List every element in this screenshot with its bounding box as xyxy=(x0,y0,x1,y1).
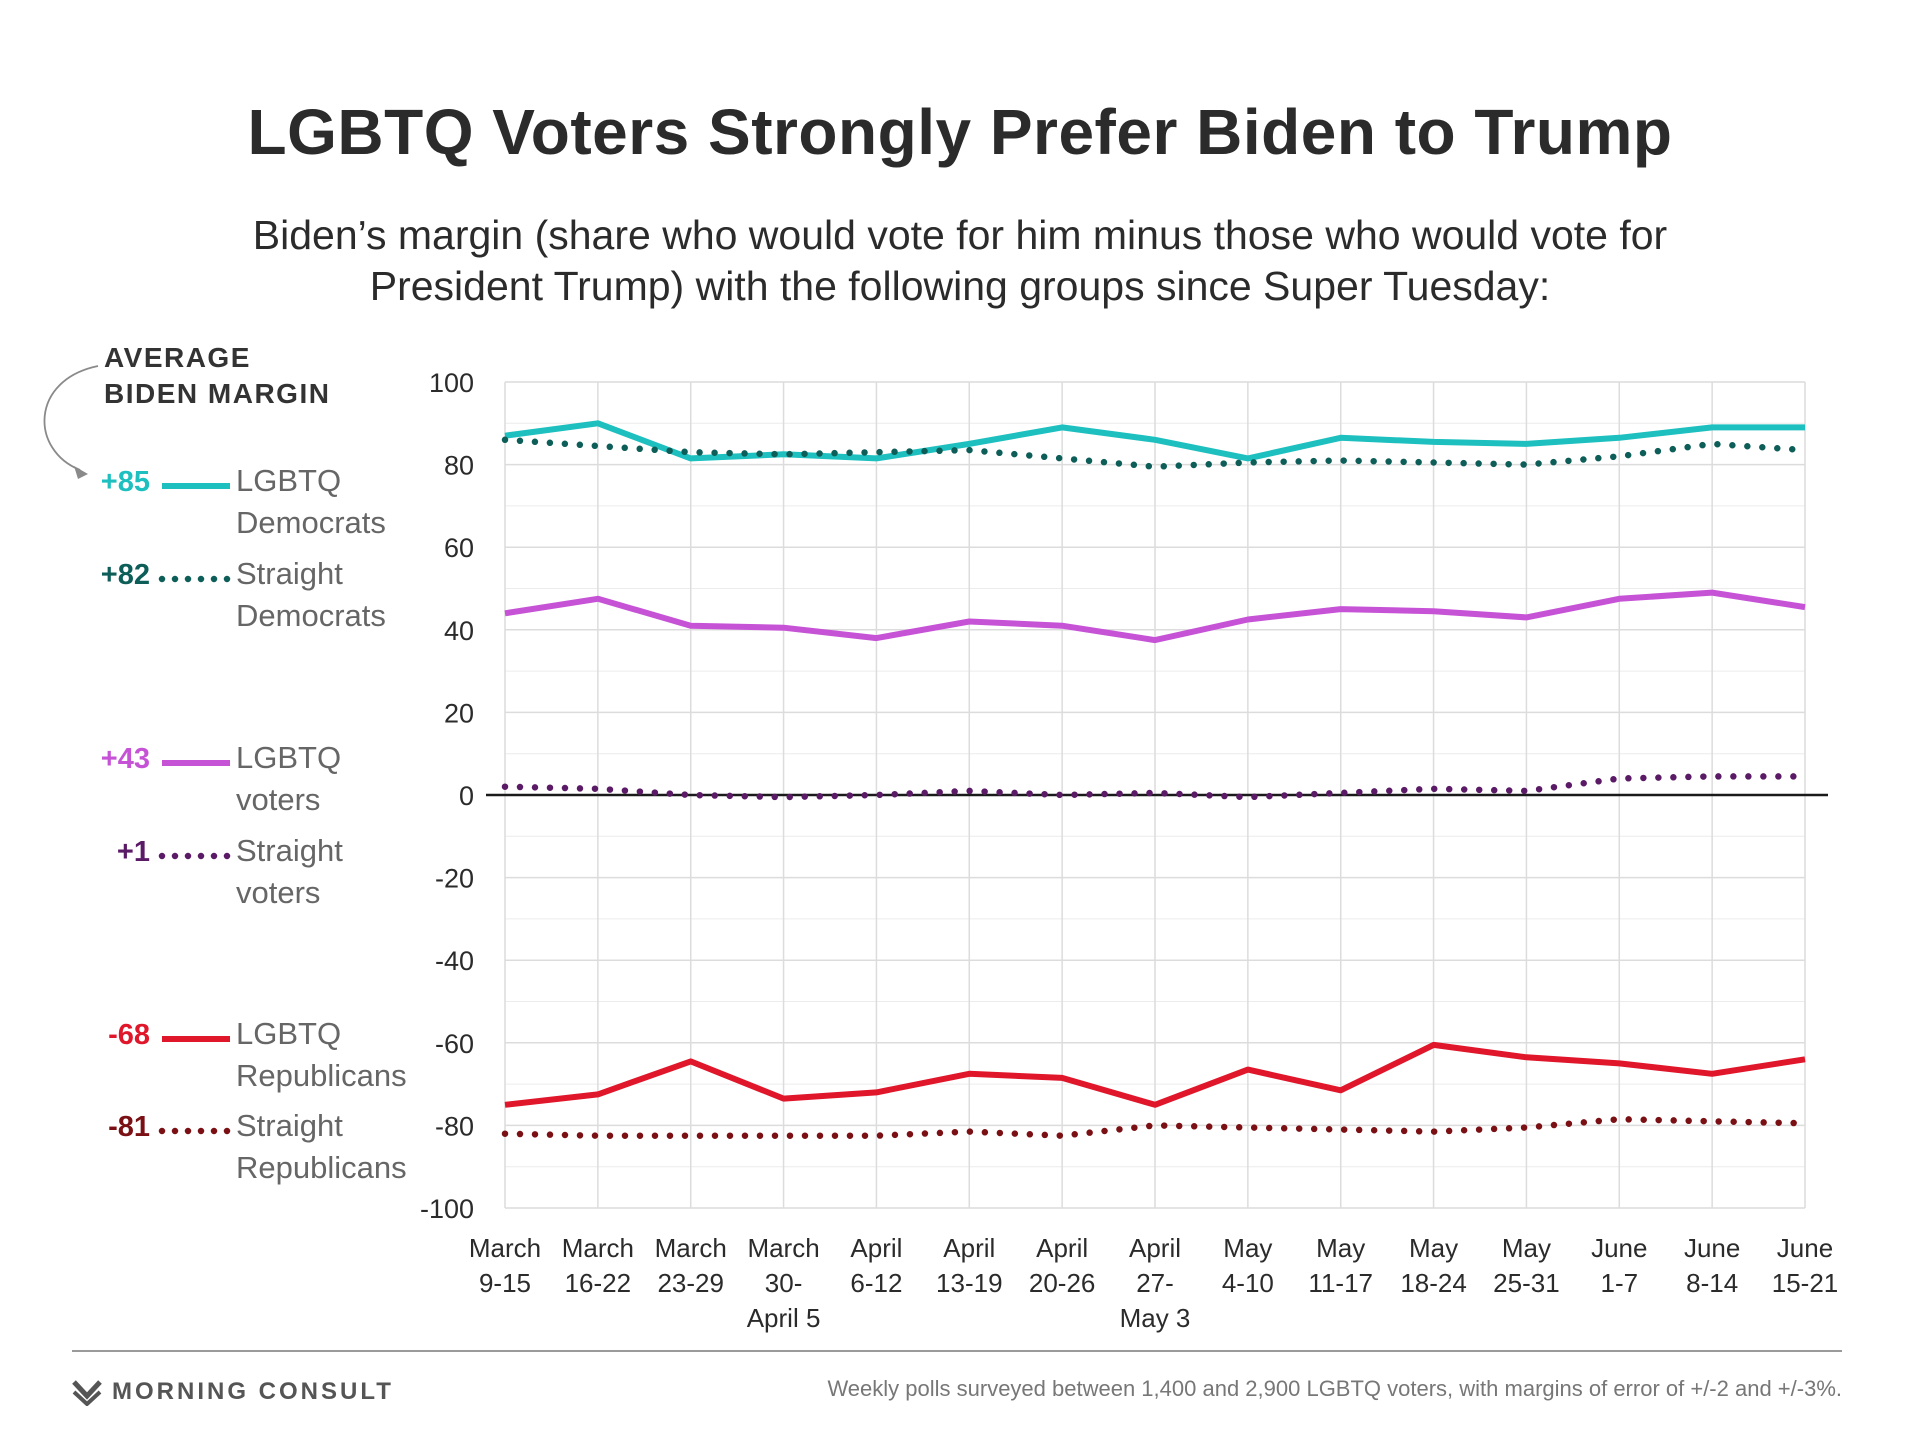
x-tick-label: 13-19 xyxy=(936,1268,1003,1298)
x-tick-label: 16-22 xyxy=(565,1268,632,1298)
x-tick-label: May xyxy=(1502,1233,1551,1263)
x-tick-label: 23-29 xyxy=(657,1268,724,1298)
x-tick-label: 1-7 xyxy=(1600,1268,1638,1298)
legend-label-line2: voters xyxy=(236,875,321,910)
x-tick-label: 27- xyxy=(1136,1268,1174,1298)
x-tick-label: April xyxy=(850,1233,902,1263)
legend-swatch xyxy=(162,483,230,489)
x-tick-label: 4-10 xyxy=(1222,1268,1274,1298)
legend-label-line1: Straight xyxy=(236,1108,343,1143)
legend-label-line1: Straight xyxy=(236,556,343,591)
x-tick-label: March xyxy=(562,1233,634,1263)
y-tick-label: -100 xyxy=(420,1194,474,1224)
footer-divider xyxy=(72,1350,1842,1352)
x-tick-label: May 3 xyxy=(1120,1303,1191,1333)
legend-swatch xyxy=(162,760,230,766)
legend-heading-line2: BIDEN MARGIN xyxy=(104,378,331,409)
x-tick-label: March xyxy=(469,1233,541,1263)
legend-average-value: -68 xyxy=(108,1019,150,1051)
legend-average-value: -81 xyxy=(108,1111,150,1143)
legend-label-line2: Democrats xyxy=(236,505,386,540)
x-tick-label: April 5 xyxy=(747,1303,821,1333)
x-tick-label: April xyxy=(1036,1233,1088,1263)
legend-label: LGBTQ Republicans xyxy=(236,1013,407,1097)
legend-label: LGBTQ Democrats xyxy=(236,460,386,544)
legend-swatch xyxy=(158,575,234,583)
legend-label: Straight voters xyxy=(236,830,343,914)
y-tick-label: 80 xyxy=(444,451,474,481)
legend-average-value: +85 xyxy=(100,466,150,498)
legend-label: Straight Democrats xyxy=(236,553,386,637)
legend-average-value: +43 xyxy=(100,743,150,775)
y-tick-label: 20 xyxy=(444,698,474,728)
legend-label-line2: voters xyxy=(236,782,321,817)
legend-swatch xyxy=(158,1127,234,1135)
legend-heading-line1: AVERAGE xyxy=(104,342,251,373)
x-tick-label: April xyxy=(943,1233,995,1263)
y-tick-label: -20 xyxy=(435,864,474,894)
legend-label-line2: Democrats xyxy=(236,598,386,633)
x-tick-label: June xyxy=(1777,1233,1833,1263)
y-tick-label: 100 xyxy=(429,368,474,398)
legend-average-value: +82 xyxy=(100,559,150,591)
morning-consult-logo: MORNING CONSULT xyxy=(72,1378,394,1406)
x-tick-label: 25-31 xyxy=(1493,1268,1560,1298)
legend-label: Straight Republicans xyxy=(236,1105,407,1189)
chart-subtitle: Biden’s margin (share who would vote for… xyxy=(252,212,1668,309)
x-tick-label: May xyxy=(1316,1233,1365,1263)
logo-text: MORNING CONSULT xyxy=(112,1378,394,1405)
x-tick-label: 20-26 xyxy=(1029,1268,1096,1298)
x-tick-label: March xyxy=(747,1233,819,1263)
series-line-2 xyxy=(504,589,1806,644)
series-line-0 xyxy=(504,420,1805,462)
legend-label-line1: LGBTQ xyxy=(236,1016,342,1051)
legend-label-line1: LGBTQ xyxy=(236,740,342,775)
x-tick-label: 11-17 xyxy=(1308,1268,1373,1298)
y-tick-label: 60 xyxy=(444,533,474,563)
x-tick-label: May xyxy=(1223,1233,1272,1263)
y-tick-label: 0 xyxy=(459,781,474,811)
legend-label: LGBTQ voters xyxy=(236,737,341,821)
legend-arrow xyxy=(43,365,99,471)
series-line-4 xyxy=(504,1041,1806,1108)
logo-mark-icon xyxy=(72,1380,102,1406)
x-tick-label: March xyxy=(655,1233,727,1263)
legend-label-line2: Republicans xyxy=(236,1058,407,1093)
legend-label-line2: Republicans xyxy=(236,1150,407,1185)
legend-label-line1: LGBTQ xyxy=(236,463,342,498)
x-tick-label: June xyxy=(1591,1233,1647,1263)
chart-title: LGBTQ Voters Strongly Prefer Biden to Tr… xyxy=(247,96,1673,168)
x-tick-label: June xyxy=(1684,1233,1740,1263)
x-tick-label: 9-15 xyxy=(479,1268,531,1298)
legend-heading: AVERAGE BIDEN MARGIN xyxy=(104,340,330,412)
x-tick-label: April xyxy=(1129,1233,1181,1263)
y-tick-label: -80 xyxy=(435,1111,474,1141)
y-tick-label: -40 xyxy=(435,946,474,976)
x-tick-label: 18-24 xyxy=(1400,1268,1467,1298)
x-tick-label: May xyxy=(1409,1233,1458,1263)
x-tick-label: 8-14 xyxy=(1686,1268,1738,1298)
source-note: Weekly polls surveyed between 1,400 and … xyxy=(827,1376,1842,1401)
legend-average-value: +1 xyxy=(116,836,150,868)
legend-label-line1: Straight xyxy=(236,833,343,868)
legend-swatch xyxy=(158,852,234,860)
y-tick-label: -60 xyxy=(435,1029,474,1059)
x-tick-label: 6-12 xyxy=(850,1268,902,1298)
x-tick-label: 30- xyxy=(765,1268,803,1298)
x-tick-label: 15-21 xyxy=(1772,1268,1839,1298)
y-tick-label: 40 xyxy=(444,616,474,646)
legend-arrowhead-icon xyxy=(74,466,88,479)
legend-swatch xyxy=(162,1036,230,1042)
